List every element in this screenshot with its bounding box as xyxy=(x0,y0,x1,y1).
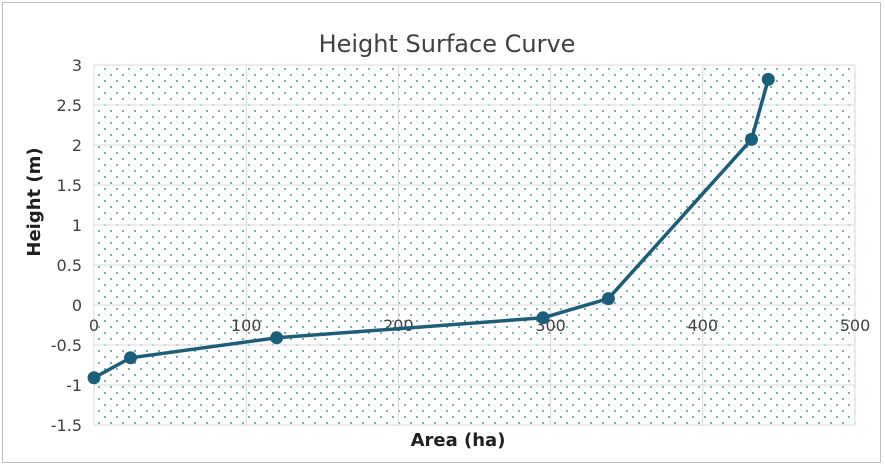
y-tick-label: -1.5 xyxy=(51,416,82,435)
x-tick-label: 0 xyxy=(89,316,99,335)
y-axis-label: Height (m) xyxy=(24,147,45,256)
data-point xyxy=(601,292,615,306)
y-tick-label: -1 xyxy=(66,376,82,395)
x-tick-label: 500 xyxy=(840,316,871,335)
x-axis-label: Area (ha) xyxy=(411,430,506,451)
plot-area-background xyxy=(94,65,855,425)
y-tick-label: 0 xyxy=(72,296,82,315)
y-tick-label: 3 xyxy=(72,56,82,75)
y-tick-label: 2.5 xyxy=(57,96,82,115)
data-point xyxy=(536,311,550,325)
gridlines xyxy=(93,64,856,426)
data-point xyxy=(745,132,759,146)
y-tick-label: -0.5 xyxy=(51,336,82,355)
y-tick-label: 1.5 xyxy=(57,176,82,195)
data-point xyxy=(87,371,101,385)
y-tick-label: 0.5 xyxy=(57,256,82,275)
data-point xyxy=(124,351,138,365)
x-tick-label: 100 xyxy=(231,316,262,335)
data-point xyxy=(270,331,284,345)
data-point xyxy=(761,72,775,86)
y-tick-label: 2 xyxy=(72,136,82,155)
y-tick-labels: -1.5 -1 -0.5 0 0.5 1 1.5 2 2.5 3 xyxy=(51,56,82,435)
x-tick-label: 200 xyxy=(383,316,414,335)
x-tick-label: 400 xyxy=(688,316,719,335)
chart-title: Height Surface Curve xyxy=(319,30,576,58)
series-group xyxy=(87,72,775,385)
y-tick-label: 1 xyxy=(72,216,82,235)
